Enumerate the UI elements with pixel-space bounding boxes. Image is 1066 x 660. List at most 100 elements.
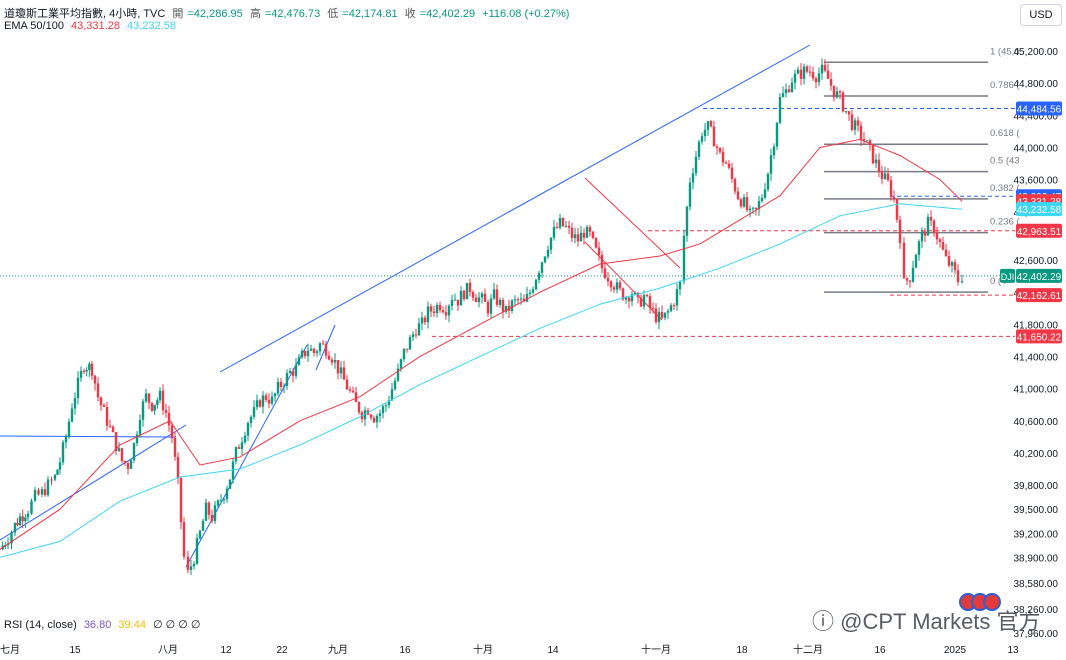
candle-body — [745, 197, 749, 211]
candle-body — [261, 395, 265, 407]
candle-body — [158, 390, 162, 401]
candle-body — [414, 334, 418, 336]
candle-body — [67, 421, 71, 437]
x-tick-label: 十二月 — [793, 643, 823, 656]
candle-body — [423, 317, 427, 323]
candle-body — [871, 145, 875, 164]
candle-body — [883, 173, 887, 180]
candle-body — [167, 412, 171, 426]
candle-body — [570, 227, 574, 238]
y-tick-label: 37,960.00 — [1014, 629, 1059, 640]
candle-body — [126, 463, 130, 469]
candle-body — [111, 426, 115, 433]
candle-body — [147, 393, 151, 403]
candle-body — [956, 270, 960, 283]
candle-body — [435, 304, 439, 314]
candle-body — [947, 256, 951, 266]
candle-body — [468, 282, 472, 293]
candle-body — [339, 367, 343, 374]
price-tag-label: 42,162.61 — [1017, 291, 1062, 302]
price-tag-bg — [1016, 202, 1062, 217]
candle-body — [618, 282, 622, 289]
candle-body — [357, 402, 361, 413]
candle-body — [64, 436, 68, 443]
watermark-text: @CPT Markets 官方 — [840, 609, 1041, 634]
candle-body — [450, 299, 454, 306]
candle-body — [192, 563, 196, 567]
candle-body — [935, 233, 939, 240]
candle-body — [216, 500, 220, 506]
candle-body — [21, 516, 24, 522]
y-tick-label: 39,500.00 — [1014, 505, 1059, 516]
fib-level-label: 0.618 ( — [990, 128, 1020, 139]
candle-body — [796, 69, 800, 74]
candle-body — [462, 290, 466, 300]
candle-body — [156, 400, 159, 405]
price-tag-label: 42,402.29 — [1017, 272, 1062, 283]
candle-body — [120, 448, 124, 462]
candle-body — [161, 390, 165, 411]
candle-body — [582, 232, 586, 238]
candle-body — [135, 434, 139, 444]
candle-body — [471, 292, 475, 298]
candle-body — [892, 196, 896, 200]
fib-level-label: 0.236 ( — [990, 217, 1020, 228]
candle-body — [348, 389, 352, 391]
candle-body — [908, 280, 912, 282]
candle-body — [210, 514, 214, 522]
candle-body — [941, 242, 945, 250]
candle-body — [37, 490, 40, 495]
candle-body — [237, 447, 241, 449]
candle-body — [546, 249, 550, 257]
y-tick-label: 45,200.00 — [1014, 47, 1059, 58]
candle-body — [372, 417, 376, 423]
candle-body — [552, 226, 556, 238]
trendline-lower — [0, 424, 187, 541]
candle-body — [510, 300, 514, 311]
candle-body — [438, 304, 442, 311]
candle-body — [787, 89, 791, 92]
candle-body — [354, 392, 358, 403]
candle-body — [225, 488, 229, 500]
candle-body — [282, 386, 286, 388]
candle-body — [549, 237, 553, 250]
candle-body — [769, 155, 773, 174]
y-tick-label: 41,800.00 — [1014, 320, 1059, 331]
candle-body — [483, 293, 487, 302]
y-tick-label: 41,000.00 — [1014, 385, 1059, 396]
candle-body — [258, 400, 262, 407]
candle-body — [480, 293, 484, 298]
candle-body — [669, 305, 673, 312]
currency-button[interactable]: USD — [1020, 4, 1062, 26]
candle-body — [579, 232, 583, 242]
candle-body — [911, 267, 915, 282]
x-tick-label: 十月 — [473, 643, 493, 656]
candle-body — [70, 408, 74, 422]
fib-level-label: 0.382 ( — [990, 183, 1020, 194]
candle-body — [697, 141, 701, 157]
candle-body — [606, 277, 610, 282]
rsi-extra: ∅ ∅ ∅ ∅ — [153, 619, 201, 631]
candle-body — [826, 70, 830, 79]
rsi-legend[interactable]: RSI (14, close) 36.80 39.44 ∅ ∅ ∅ ∅ — [4, 618, 205, 631]
candle-body — [727, 163, 731, 168]
candle-body — [405, 348, 409, 350]
candle-body — [345, 379, 349, 390]
candle-body — [10, 532, 13, 544]
candle-body — [814, 78, 818, 83]
candle-body — [718, 147, 722, 152]
y-tick-label: 40,200.00 — [1014, 449, 1059, 460]
candle-body — [117, 448, 121, 451]
candle-body — [132, 443, 136, 461]
ema-legend[interactable]: EMA 50/100 43,331.28 43,232.58 — [4, 20, 180, 32]
candle-body — [868, 140, 872, 146]
candle-body — [944, 249, 948, 257]
high-label: 高 — [249, 8, 261, 20]
candle-body — [456, 299, 460, 306]
candle-body — [543, 256, 547, 263]
candle-body — [303, 350, 307, 357]
x-tick-label: 九月 — [328, 644, 348, 656]
candle-body — [285, 373, 289, 387]
candle-body — [189, 566, 193, 570]
